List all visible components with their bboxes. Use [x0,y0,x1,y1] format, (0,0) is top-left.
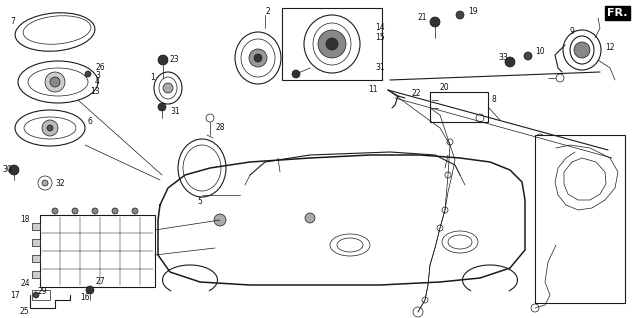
Text: 7: 7 [10,17,15,26]
Circle shape [47,125,53,131]
Circle shape [430,17,440,27]
Circle shape [85,71,91,77]
Text: 4: 4 [95,78,100,86]
Text: 16: 16 [80,294,90,302]
Circle shape [92,208,98,214]
Text: 23: 23 [170,56,180,65]
Bar [535,135,625,303]
Text: 8: 8 [492,95,497,105]
Circle shape [214,214,226,226]
Text: 30: 30 [2,165,12,175]
Text: 22: 22 [412,88,422,98]
Circle shape [52,208,58,214]
Text: 28: 28 [216,123,225,133]
Circle shape [305,213,315,223]
Text: 12: 12 [605,44,614,52]
Text: 27: 27 [95,278,104,287]
Circle shape [158,55,168,65]
Text: 19: 19 [468,8,477,17]
Text: 26: 26 [95,64,104,73]
Circle shape [86,286,94,294]
Circle shape [158,103,166,111]
Text: 31: 31 [375,64,385,73]
Text: 2: 2 [265,8,269,17]
Bar [430,92,488,122]
Circle shape [524,52,532,60]
Text: 17: 17 [10,291,20,300]
Circle shape [326,38,338,50]
Text: 10: 10 [535,47,545,57]
Circle shape [292,70,300,78]
Circle shape [318,30,346,58]
Circle shape [50,77,60,87]
Circle shape [163,83,173,93]
Text: 20: 20 [440,84,450,93]
Bar [32,271,40,278]
Circle shape [42,180,48,186]
Bar [40,215,155,287]
Text: 9: 9 [570,27,575,37]
Bar [32,290,50,300]
Bar [32,239,40,246]
Bar [282,8,382,80]
Bar [32,255,40,262]
Text: 25: 25 [20,308,29,316]
Text: FR.: FR. [607,8,628,18]
Circle shape [45,72,65,92]
Text: 31: 31 [170,107,180,116]
Circle shape [249,49,267,67]
Text: 5: 5 [198,197,202,206]
Circle shape [574,42,590,58]
Text: 13: 13 [90,87,100,96]
Text: 32: 32 [55,178,65,188]
Circle shape [72,208,78,214]
Text: 24: 24 [20,280,30,288]
Bar [32,223,40,230]
Text: 15: 15 [375,33,385,43]
Text: 21: 21 [418,13,428,23]
Circle shape [42,120,58,136]
Circle shape [9,165,19,175]
Text: 11: 11 [368,86,378,94]
Text: 14: 14 [375,24,385,32]
Circle shape [132,208,138,214]
Text: 18: 18 [20,216,30,225]
Text: 1: 1 [150,73,155,82]
Circle shape [456,11,464,19]
Text: 29: 29 [38,287,47,296]
Circle shape [112,208,118,214]
Circle shape [33,292,39,298]
Text: 33: 33 [498,53,508,63]
Circle shape [254,54,262,62]
Text: 3: 3 [95,72,100,80]
Circle shape [505,57,515,67]
Text: 6: 6 [88,117,93,127]
